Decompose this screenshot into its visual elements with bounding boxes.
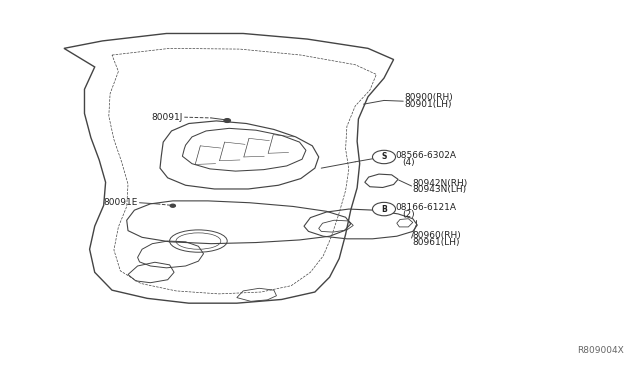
Text: 80091J: 80091J xyxy=(151,113,182,122)
Circle shape xyxy=(372,202,396,216)
Text: 80901(LH): 80901(LH) xyxy=(404,100,452,109)
Circle shape xyxy=(224,119,230,122)
Circle shape xyxy=(372,150,396,164)
Circle shape xyxy=(170,204,175,207)
Text: 80943N(LH): 80943N(LH) xyxy=(413,185,467,194)
Text: (2): (2) xyxy=(402,210,415,219)
Text: S: S xyxy=(381,153,387,161)
Text: 80900(RH): 80900(RH) xyxy=(404,93,453,102)
Text: 80091E: 80091E xyxy=(103,198,138,207)
Text: (4): (4) xyxy=(402,158,415,167)
Text: R809004X: R809004X xyxy=(577,346,624,355)
Text: 80960(RH): 80960(RH) xyxy=(413,231,461,240)
Text: 80942N(RH): 80942N(RH) xyxy=(413,179,468,187)
Text: 08566-6302A: 08566-6302A xyxy=(396,151,456,160)
Text: B: B xyxy=(381,205,387,214)
Text: 08166-6121A: 08166-6121A xyxy=(396,203,456,212)
Text: 80961(LH): 80961(LH) xyxy=(413,238,460,247)
